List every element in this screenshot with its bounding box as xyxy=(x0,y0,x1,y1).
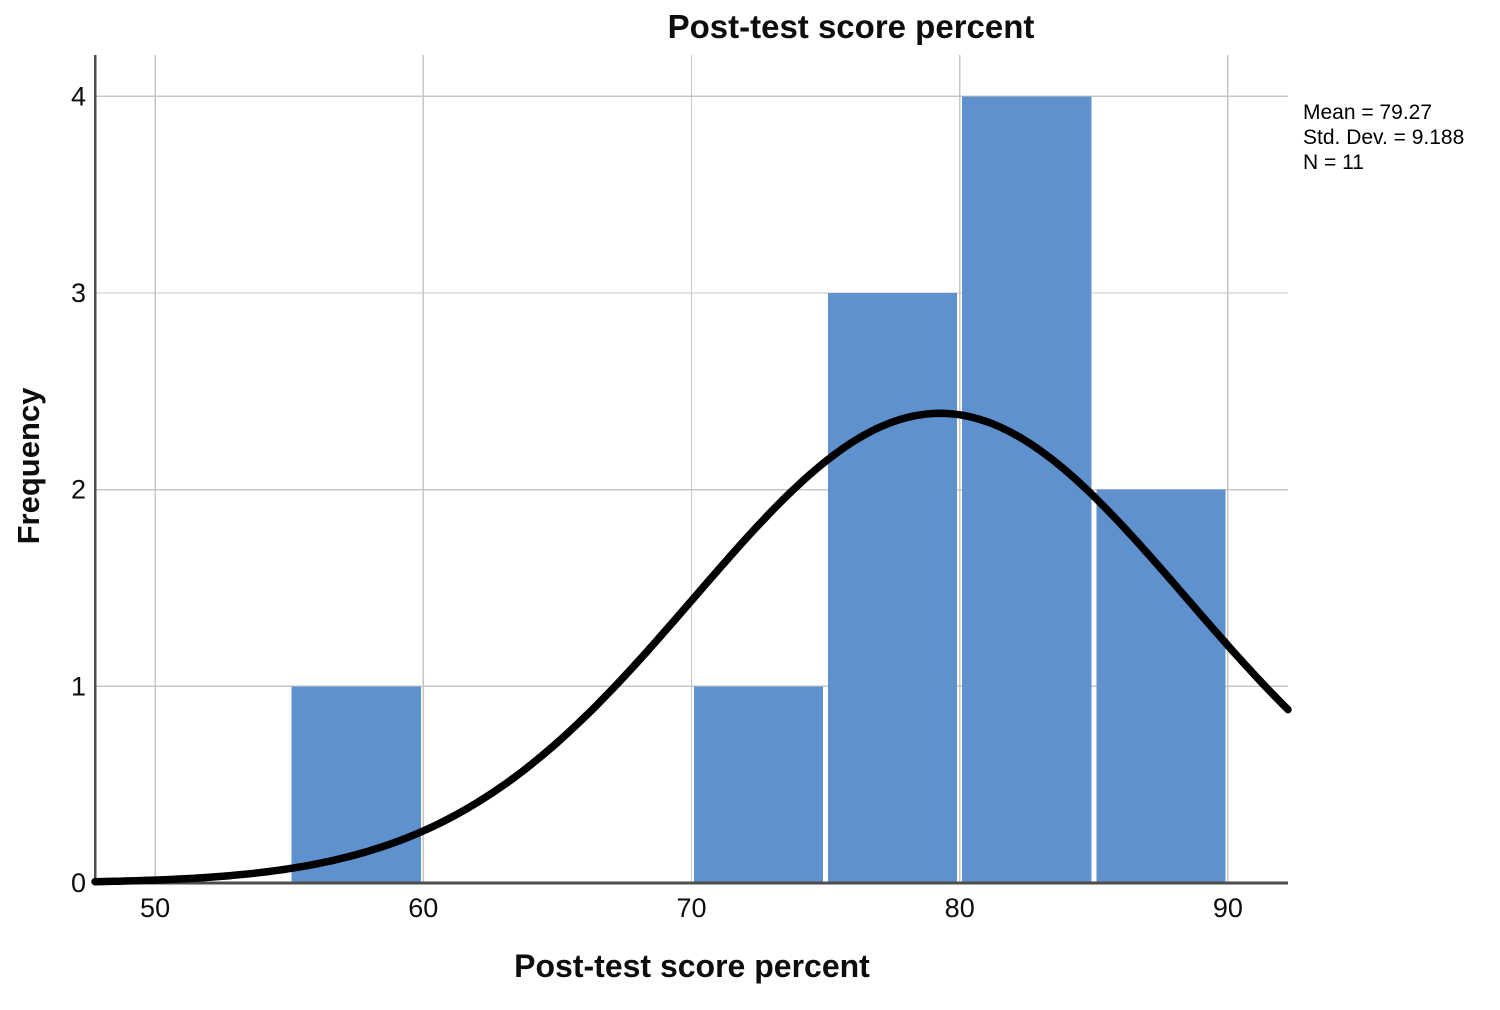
x-tick-label: 70 xyxy=(676,893,706,923)
x-tick-label: 50 xyxy=(140,893,170,923)
y-tick-label: 3 xyxy=(71,278,86,308)
y-tick-label: 4 xyxy=(71,81,86,111)
x-tick-label: 90 xyxy=(1213,893,1243,923)
y-tick-label: 0 xyxy=(71,868,86,898)
histogram-bar xyxy=(962,96,1092,884)
stats-mean: Mean = 79.27 xyxy=(1303,101,1433,124)
x-tick-label: 80 xyxy=(945,893,975,923)
x-axis-title: Post-test score percent xyxy=(514,948,870,984)
stats-annotation: Mean = 79.27 Std. Dev. = 9.188 N = 11 xyxy=(1303,100,1464,175)
y-axis-title: Frequency xyxy=(11,387,46,545)
stats-n: N = 11 xyxy=(1303,151,1364,174)
x-tick-label: 60 xyxy=(408,893,438,923)
y-tick-label: 1 xyxy=(71,671,86,701)
chart-title: Post-test score percent xyxy=(667,8,1035,45)
y-tick-label: 2 xyxy=(71,475,86,505)
normal-curve xyxy=(91,409,1292,886)
histogram-bar xyxy=(1096,489,1226,883)
histogram-bar xyxy=(828,292,958,883)
stats-std-dev: Std. Dev. = 9.188 xyxy=(1303,126,1465,149)
histogram-bar xyxy=(291,686,421,883)
histogram-bar xyxy=(694,686,824,883)
